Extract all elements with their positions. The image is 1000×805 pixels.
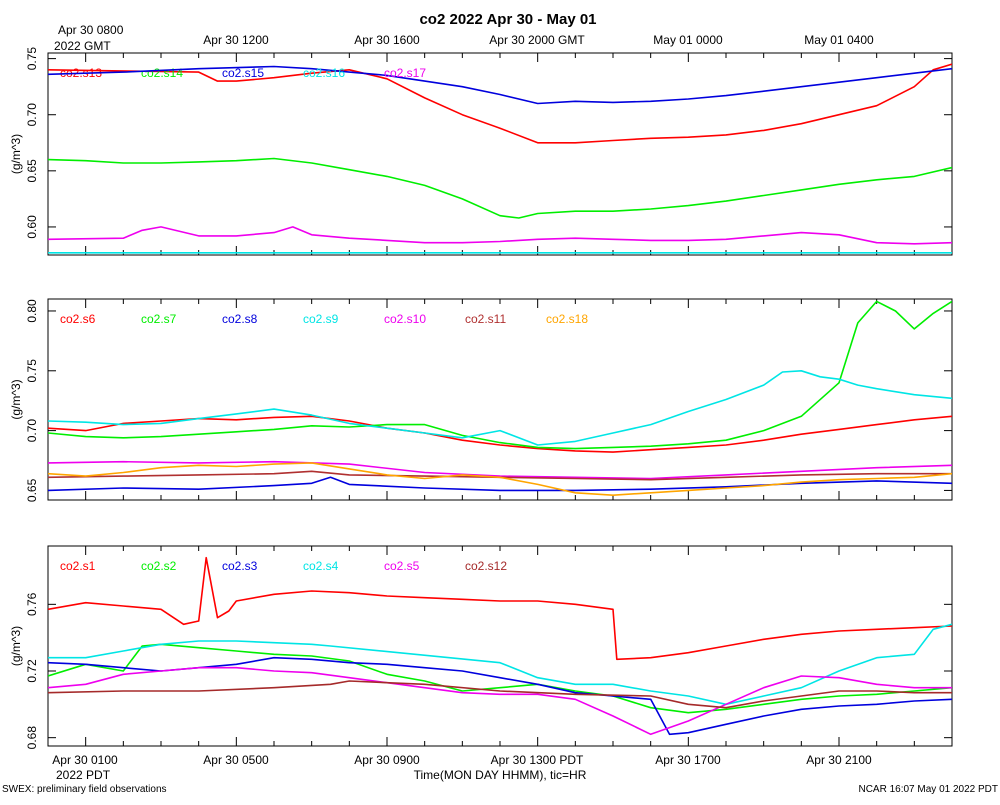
y-axis-label: (g/m^3) bbox=[9, 379, 23, 419]
legend-entry: co2.s2 bbox=[141, 559, 177, 573]
top-axis-first-label-line1: Apr 30 0800 bbox=[58, 23, 124, 37]
x-axis-label: Apr 30 2100 bbox=[806, 753, 872, 767]
panel-middle: 0.65 0.70 0.75 0.80 (g/m^3) co2.s6 co2.s7 co2.s… bbox=[9, 298, 953, 502]
y-tick-label: 0.80 bbox=[25, 299, 39, 323]
top-axis-label: Apr 30 2000 GMT bbox=[489, 33, 585, 47]
legend-entry: co2.s12 bbox=[465, 559, 507, 573]
x-axis-label: Apr 30 1700 bbox=[655, 753, 721, 767]
y-tick-label: 0.65 bbox=[25, 159, 39, 183]
series-line-co2-s10 bbox=[48, 460, 952, 480]
legend-entry: co2.s11 bbox=[465, 312, 506, 326]
plot-frame bbox=[47, 52, 953, 256]
top-axis-label: Apr 30 1200 bbox=[203, 33, 269, 47]
legend-entry: co2.s15 bbox=[222, 66, 264, 80]
legend-entry: co2.s1 bbox=[60, 559, 96, 573]
y-axis-label: (g/m^3) bbox=[9, 134, 23, 174]
series-line-co2-s9 bbox=[48, 369, 952, 446]
series-line-co2-s5 bbox=[48, 666, 952, 736]
legend-entry: co2.s5 bbox=[384, 559, 420, 573]
legend-entry: co2.s7 bbox=[141, 312, 177, 326]
series-line-co2-s7 bbox=[48, 300, 952, 450]
legend-entry: co2.s4 bbox=[303, 559, 339, 573]
x-axis-label: Apr 30 0900 bbox=[354, 753, 420, 767]
y-tick-label: 0.65 bbox=[25, 478, 39, 502]
series-line-co2-s15 bbox=[48, 65, 952, 105]
top-axis-label: May 01 0400 bbox=[804, 33, 874, 47]
series-line-co2-s17 bbox=[48, 226, 952, 245]
series-line-co2-s4 bbox=[48, 623, 952, 706]
series-line-co2-s11 bbox=[48, 470, 952, 481]
chart-panels: 0.600.650.700.75(g/m^3)co2.s13 co2.s14 co2… bbox=[9, 47, 953, 750]
footer-right: NCAR 16:07 May 01 2022 PDT bbox=[858, 784, 998, 795]
series-line-co2-s1 bbox=[48, 556, 952, 661]
series-line-co2-s13 bbox=[48, 63, 952, 144]
x-axis-label: Apr 30 0500 bbox=[203, 753, 269, 767]
y-tick-label: 0.72 bbox=[25, 659, 39, 683]
top-axis-label: Apr 30 1600 bbox=[354, 33, 420, 47]
legend-entry: co2.s8 bbox=[222, 312, 258, 326]
legend-entry: co2.s17 bbox=[384, 66, 426, 80]
series-line-co2-s6 bbox=[48, 415, 952, 453]
legend-entry: co2.s9 bbox=[303, 312, 339, 326]
y-tick-label: 0.70 bbox=[25, 419, 39, 443]
legend-entry: co2.s16 bbox=[303, 66, 345, 80]
series-line-co2-s12 bbox=[48, 680, 952, 709]
top-axis-first-label-line2: 2022 GMT bbox=[54, 39, 111, 53]
x-axis-label: Apr 30 0100 bbox=[52, 753, 118, 767]
y-tick-label: 0.68 bbox=[25, 726, 39, 750]
legend-entry: co2.s6 bbox=[60, 312, 96, 326]
y-tick-label: 0.70 bbox=[25, 103, 39, 127]
y-tick-label: 0.75 bbox=[25, 47, 39, 71]
top-axis-label: May 01 0000 bbox=[653, 33, 723, 47]
panel-bottom: 0.68 0.72 0.76(g/m^3) co2.s1 co2.s2 co2.s3 co2… bbox=[9, 545, 953, 750]
y-axis-label: (g/m^3) bbox=[9, 626, 23, 666]
y-tick-label: 0.76 bbox=[25, 592, 39, 616]
series-line-co2-s18 bbox=[48, 462, 952, 497]
y-tick-label: 0.75 bbox=[25, 359, 39, 383]
series-line-co2-s14 bbox=[48, 157, 952, 219]
series-line-co2-s8 bbox=[48, 476, 952, 492]
panel-top: 0.600.650.700.75(g/m^3)co2.s13 co2.s14 co2… bbox=[9, 47, 953, 256]
legend-entry: co2.s3 bbox=[222, 559, 258, 573]
legend-entry: co2.s18 bbox=[546, 312, 588, 326]
x-axis-title: Time(MON DAY HHMM), tic=HR bbox=[414, 768, 587, 782]
footer-left: SWEX: preliminary field observations bbox=[2, 784, 167, 795]
legend-entry: co2.s10 bbox=[384, 312, 426, 326]
x-axis-label: Apr 30 1300 PDT bbox=[491, 753, 584, 767]
legend-entry: co2.s14 bbox=[141, 66, 183, 80]
chart-title: co2 2022 Apr 30 - May 01 bbox=[419, 11, 596, 28]
x-axis-year-label: 2022 PDT bbox=[56, 768, 111, 782]
y-tick-label: 0.60 bbox=[25, 215, 39, 239]
